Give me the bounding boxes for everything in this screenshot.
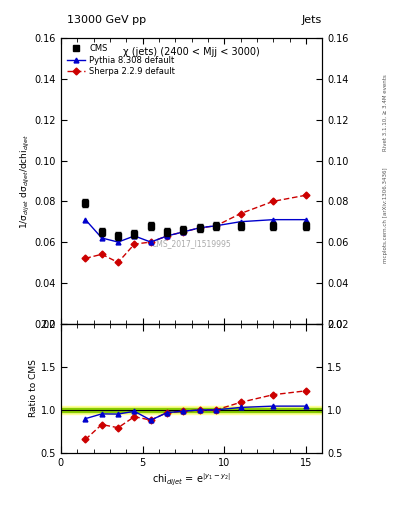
Pythia 8.308 default xyxy=(214,223,219,229)
Pythia 8.308 default xyxy=(238,219,243,225)
Sherpa 2.2.9 default xyxy=(149,239,153,245)
Pythia 8.308 default xyxy=(197,225,202,231)
Sherpa 2.2.9 default xyxy=(271,198,275,204)
Pythia 8.308 default xyxy=(149,239,153,245)
Sherpa 2.2.9 default xyxy=(197,225,202,231)
Text: mcplots.cern.ch [arXiv:1306.3436]: mcplots.cern.ch [arXiv:1306.3436] xyxy=(383,167,387,263)
Pythia 8.308 default xyxy=(303,217,308,223)
Y-axis label: Ratio to CMS: Ratio to CMS xyxy=(29,359,38,417)
Line: Sherpa 2.2.9 default: Sherpa 2.2.9 default xyxy=(83,193,309,265)
Text: Jets: Jets xyxy=(302,14,322,25)
Pythia 8.308 default xyxy=(116,239,120,245)
Pythia 8.308 default xyxy=(165,233,169,239)
Line: Pythia 8.308 default: Pythia 8.308 default xyxy=(83,217,309,245)
Sherpa 2.2.9 default xyxy=(116,260,120,266)
Sherpa 2.2.9 default xyxy=(181,229,186,235)
Bar xyxy=(61,408,322,412)
Sherpa 2.2.9 default xyxy=(132,241,137,247)
Pythia 8.308 default xyxy=(271,217,275,223)
Sherpa 2.2.9 default xyxy=(214,223,219,229)
Pythia 8.308 default xyxy=(132,233,137,239)
Sherpa 2.2.9 default xyxy=(165,233,169,239)
Pythia 8.308 default xyxy=(99,235,104,241)
Pythia 8.308 default xyxy=(83,217,88,223)
Pythia 8.308 default xyxy=(181,229,186,235)
Legend: CMS, Pythia 8.308 default, Sherpa 2.2.9 default: CMS, Pythia 8.308 default, Sherpa 2.2.9 … xyxy=(65,42,177,78)
X-axis label: chi$_{dijet}$ = e$^{|y_1 - y_2|}$: chi$_{dijet}$ = e$^{|y_1 - y_2|}$ xyxy=(152,472,231,488)
Sherpa 2.2.9 default xyxy=(99,251,104,258)
Text: CMS_2017_I1519995: CMS_2017_I1519995 xyxy=(152,239,231,248)
Text: 13000 GeV pp: 13000 GeV pp xyxy=(67,14,146,25)
Text: Rivet 3.1.10, ≥ 3.4M events: Rivet 3.1.10, ≥ 3.4M events xyxy=(383,74,387,151)
Sherpa 2.2.9 default xyxy=(303,192,308,198)
Sherpa 2.2.9 default xyxy=(238,210,243,217)
Bar xyxy=(61,406,322,414)
Sherpa 2.2.9 default xyxy=(83,255,88,262)
Text: χ (jets) (2400 < Mjj < 3000): χ (jets) (2400 < Mjj < 3000) xyxy=(123,47,260,57)
Y-axis label: 1/σ$_{dijet}$ dσ$_{dijet}$/dchi$_{dijet}$: 1/σ$_{dijet}$ dσ$_{dijet}$/dchi$_{dijet}… xyxy=(19,133,32,228)
